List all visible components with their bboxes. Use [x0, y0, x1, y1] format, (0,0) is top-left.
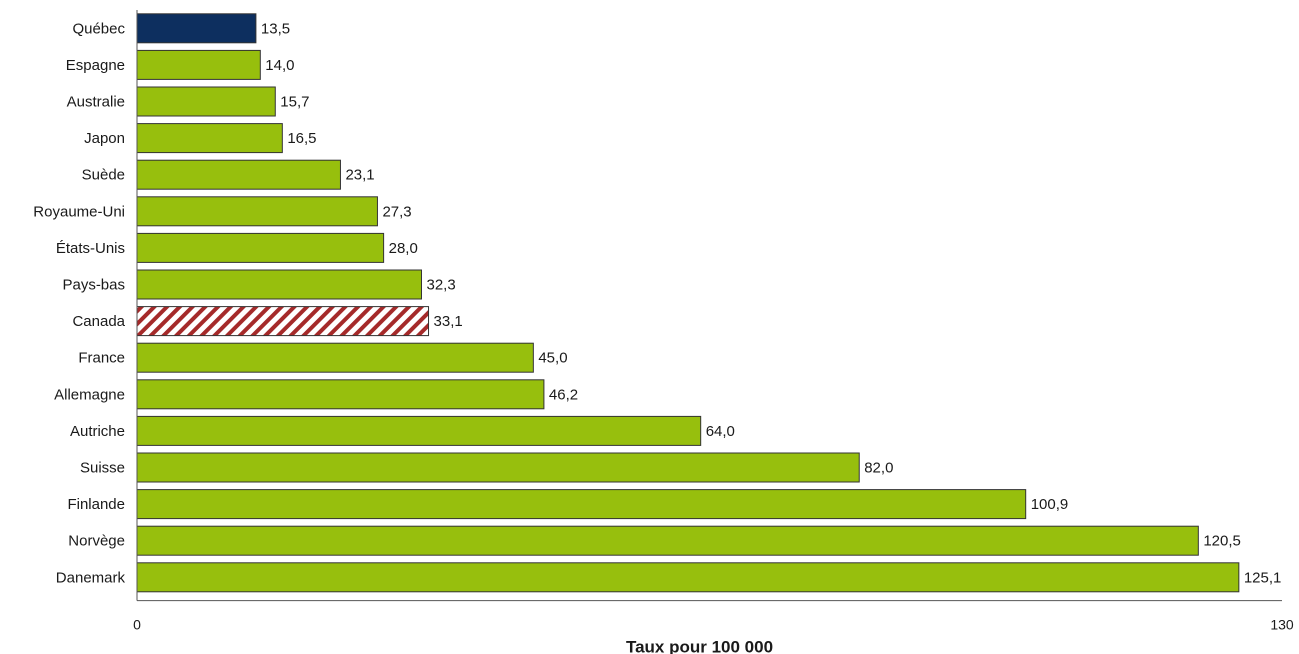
bar-value-label: 32,3 — [426, 277, 455, 294]
bar-default — [136, 489, 1027, 520]
bar-value-label: 100,9 — [1031, 496, 1069, 513]
bar-value-label: 33,1 — [434, 313, 463, 330]
bar-default — [136, 49, 261, 80]
bar-value-label: 13,5 — [261, 20, 290, 37]
bar-value-label: 27,3 — [382, 203, 411, 220]
category-label: Suède — [82, 167, 125, 184]
bar-default — [136, 415, 702, 446]
bar-value-label: 23,1 — [345, 167, 374, 184]
category-label: Finlande — [67, 496, 125, 513]
bar-default — [136, 159, 341, 190]
category-label: Québec — [72, 20, 125, 37]
axes-group: 0 130 Taux pour 100 000 — [133, 10, 1294, 654]
bar-default — [136, 379, 545, 410]
bar-value-label: 64,0 — [706, 423, 735, 440]
bar-value-label: 45,0 — [538, 350, 567, 367]
bar-default — [136, 196, 378, 227]
bar-value-label: 14,0 — [265, 57, 294, 74]
category-label: Pays-bas — [62, 277, 125, 294]
bar-value-label: 28,0 — [389, 240, 418, 257]
bar-value-label: 16,5 — [287, 130, 316, 147]
category-label: Japon — [84, 130, 125, 147]
category-label: Canada — [72, 313, 125, 330]
category-label: Autriche — [70, 423, 125, 440]
category-label: Allemagne — [54, 386, 125, 403]
category-label: Norvège — [68, 533, 125, 550]
bar-canada — [136, 306, 430, 337]
bar-default — [136, 86, 276, 117]
bar-default — [136, 123, 283, 154]
category-label: États-Unis — [56, 240, 125, 257]
bar-value-label: 15,7 — [280, 94, 309, 111]
category-label: Royaume-Uni — [33, 203, 125, 220]
category-label: Danemark — [56, 569, 126, 586]
bar-value-label: 46,2 — [549, 386, 578, 403]
bar-default — [136, 342, 534, 373]
bar-default — [136, 525, 1199, 556]
bar-value-label: 125,1 — [1244, 569, 1282, 586]
bar-default — [136, 269, 422, 300]
bar-default — [136, 452, 860, 483]
bar-default — [136, 232, 385, 263]
bar-value-label: 82,0 — [864, 460, 893, 477]
x-tick-label-min: 0 — [133, 617, 141, 633]
category-label: Espagne — [66, 57, 125, 74]
bar-quebec — [136, 13, 257, 44]
x-tick-label-max: 130 — [1270, 617, 1294, 633]
category-label: Australie — [67, 94, 125, 111]
category-label: Suisse — [80, 460, 125, 477]
bars-group: Québec 13,5 Espagne 14,0 Australie 15,7 Japon 1… — [33, 13, 1282, 593]
bar-value-label: 120,5 — [1203, 533, 1241, 550]
bar-default — [136, 562, 1240, 593]
x-axis-title: Taux pour 100 000 — [626, 638, 773, 654]
category-label: France — [78, 350, 125, 367]
